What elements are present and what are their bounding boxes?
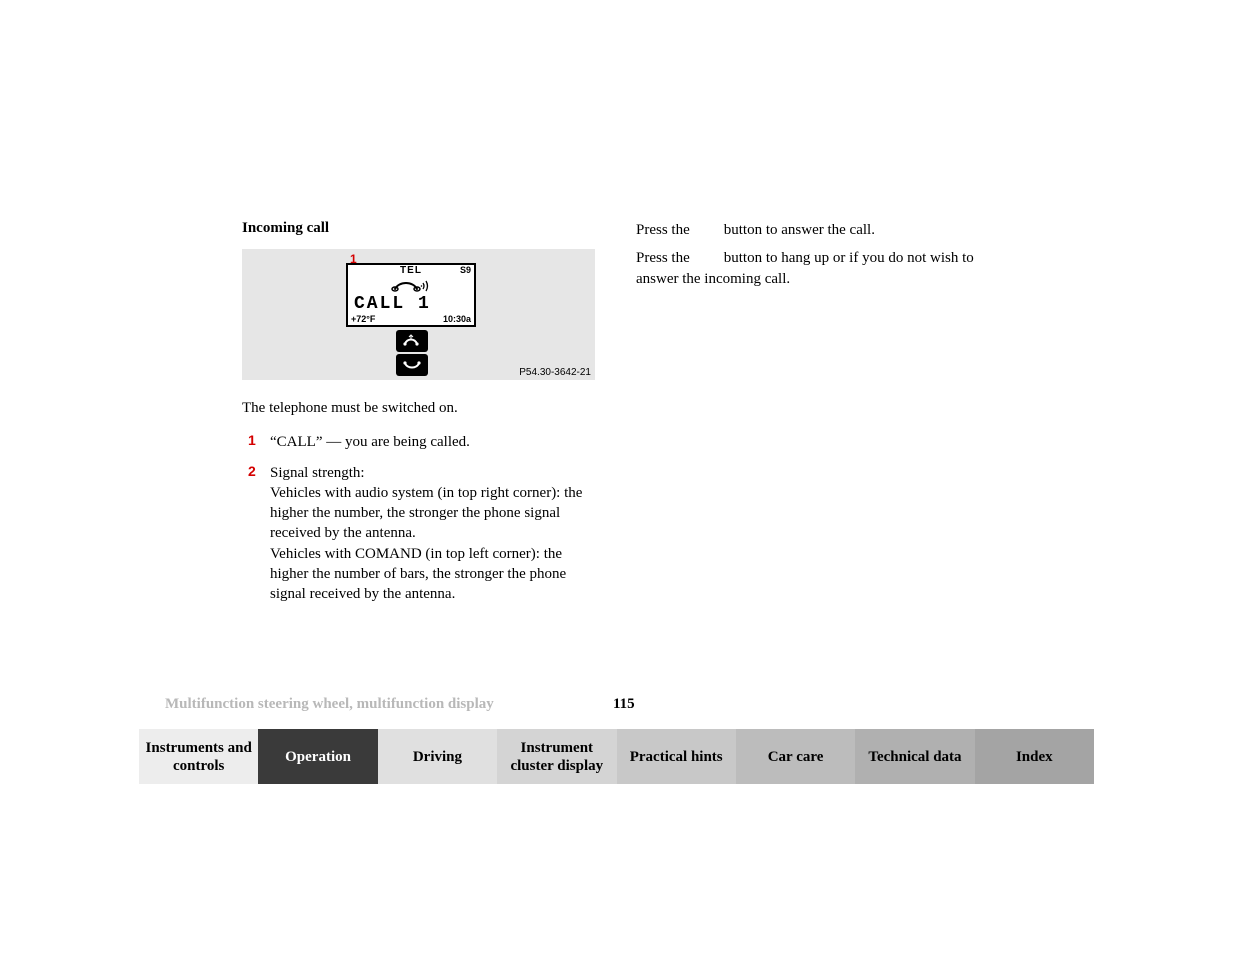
tab-instrument-cluster-display[interactable]: Instrument cluster display [497, 729, 616, 784]
right-column: Press the button to answer the call. Pres… [636, 220, 996, 289]
page-number: 115 [613, 696, 635, 713]
tab-car-care[interactable]: Car care [736, 729, 855, 784]
temp-readout: +72°F [351, 314, 375, 324]
legend-number-2: 2 [242, 463, 270, 605]
section-tabs: Instruments and controls Operation Drivi… [139, 729, 1094, 784]
hangup-instruction: Press thebutton to hang up or if you do … [636, 248, 996, 289]
time-readout: 10:30a [443, 314, 471, 324]
answer-button-icon [396, 330, 428, 352]
instrument-cluster-figure: 1 2 TEL S9 CALL 1 +72° [242, 249, 595, 380]
answer-instruction: Press the button to answer the call. [636, 220, 996, 240]
legend-text-2: Signal strength: Vehicles with audio sys… [270, 463, 597, 605]
steering-wheel-phone-buttons [396, 330, 428, 378]
tab-operation[interactable]: Operation [258, 729, 377, 784]
tab-practical-hints[interactable]: Practical hints [617, 729, 736, 784]
footer: Multifunction steering wheel, multifunct… [165, 696, 1093, 713]
tab-index[interactable]: Index [975, 729, 1094, 784]
legend-item-1: 1 “CALL” — you are being called. [242, 432, 597, 452]
tab-driving[interactable]: Driving [378, 729, 497, 784]
legend-2-head: Signal strength: [270, 465, 365, 481]
legend-2-audio: Vehicles with audio system (in top right… [270, 485, 582, 542]
signal-strength: S9 [460, 265, 471, 275]
manual-page: Incoming call 1 2 TEL S9 [0, 0, 1235, 954]
left-column: Incoming call 1 2 TEL S9 [242, 220, 597, 614]
hangup-button-icon [396, 354, 428, 376]
legend-number-1: 1 [242, 432, 270, 452]
answer-pre: Press the [636, 222, 690, 238]
tab-instruments-and-controls[interactable]: Instruments and controls [139, 729, 258, 784]
intro-text: The telephone must be switched on. [242, 398, 597, 418]
tab-technical-data[interactable]: Technical data [855, 729, 974, 784]
figure-code: P54.30-3642-21 [519, 367, 591, 378]
call-text: CALL 1 [354, 295, 431, 313]
ringing-handset-icon [348, 276, 474, 296]
legend-text-1: “CALL” — you are being called. [270, 432, 470, 452]
figure-legend: 1 “CALL” — you are being called. 2 Signa… [242, 432, 597, 604]
multifunction-display: TEL S9 CALL 1 +72°F 10:30a [346, 263, 476, 327]
legend-2-comand: Vehicles with COMAND (in top left corner… [270, 546, 566, 603]
section-heading: Incoming call [242, 220, 597, 237]
answer-post: button to answer the call. [724, 222, 875, 238]
tel-label: TEL [356, 265, 466, 276]
hangup-pre: Press the [636, 250, 690, 266]
legend-item-2: 2 Signal strength: Vehicles with audio s… [242, 463, 597, 605]
